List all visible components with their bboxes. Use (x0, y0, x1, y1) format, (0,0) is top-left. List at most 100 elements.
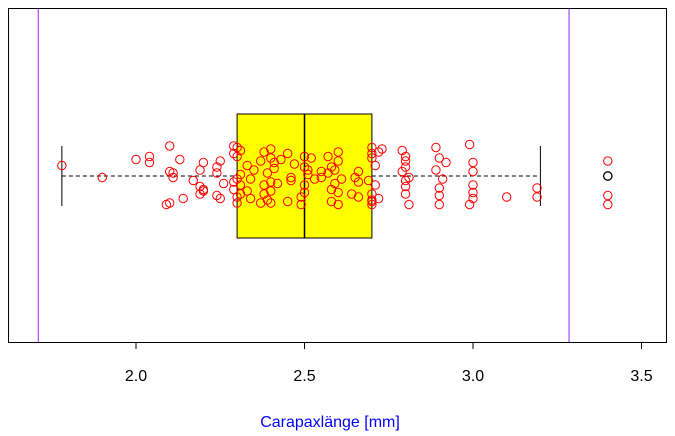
data-point-112 (400, 181, 411, 192)
data-point-49 (262, 168, 273, 178)
data-point-76 (316, 166, 327, 177)
data-point-50 (262, 195, 273, 205)
data-point-24 (215, 193, 225, 204)
data-point-115 (404, 199, 414, 210)
data-point-111 (400, 175, 411, 186)
data-point-96 (367, 148, 377, 159)
data-point-63 (286, 175, 296, 186)
data-point-110 (400, 162, 411, 172)
data-point-72 (303, 169, 313, 180)
x-tick-label-0: 2.0 (125, 368, 147, 385)
x-axis-label: Carapaxlänge [mm] (260, 414, 400, 431)
data-point-116 (404, 172, 414, 183)
data-point-53 (266, 144, 276, 154)
data-point-95 (367, 153, 377, 163)
data-point-122 (434, 153, 444, 163)
data-point-127 (468, 166, 478, 177)
data-point-52 (266, 177, 276, 187)
data-point-55 (266, 198, 276, 208)
data-point-125 (464, 139, 475, 150)
data-point-16 (195, 165, 205, 175)
data-point-35 (235, 169, 246, 180)
data-point-57 (269, 163, 279, 174)
plot-frame (8, 8, 667, 343)
data-point-88 (336, 174, 347, 184)
data-point-135 (603, 199, 613, 210)
data-point-1 (97, 172, 108, 183)
data-point-54 (266, 186, 276, 196)
data-point-75 (316, 172, 327, 183)
data-point-4 (144, 157, 155, 168)
x-tick-label-3: 3.5 (630, 368, 652, 385)
data-point-69 (299, 180, 310, 190)
data-point-78 (323, 151, 333, 162)
data-point-134 (532, 192, 542, 202)
data-point-123 (437, 174, 448, 184)
data-point-109 (400, 156, 411, 166)
data-point-43 (249, 165, 259, 175)
x-tick-label-2: 3.0 (462, 368, 484, 385)
data-point-9 (168, 168, 178, 178)
data-point-119 (434, 183, 444, 193)
data-point-94 (363, 175, 374, 186)
data-point-73 (306, 153, 316, 163)
data-point-87 (333, 199, 343, 210)
data-point-117 (431, 142, 441, 153)
data-point-126 (464, 199, 475, 210)
data-point-106 (377, 144, 387, 154)
data-point-41 (245, 174, 256, 184)
data-point-105 (373, 193, 384, 204)
data-point-104 (373, 147, 384, 157)
data-point-10 (168, 172, 178, 183)
data-point-107 (397, 145, 407, 156)
data-point-132 (502, 192, 512, 202)
data-point-11 (175, 154, 185, 165)
data-point-97 (367, 142, 377, 153)
data-point-39 (242, 160, 252, 171)
data-point-98 (367, 189, 377, 199)
data-point-31 (232, 192, 242, 202)
data-point-137 (603, 156, 613, 166)
x-tick-label-1: 2.5 (293, 368, 315, 385)
data-point-58 (272, 178, 283, 189)
data-point-45 (255, 156, 266, 166)
data-point-38 (235, 180, 246, 190)
data-point-83 (330, 178, 340, 189)
data-point-66 (296, 199, 306, 210)
data-point-124 (441, 157, 451, 168)
data-point-12 (178, 193, 188, 204)
data-point-114 (400, 151, 411, 162)
data-point-101 (367, 199, 377, 210)
data-point-64 (289, 159, 300, 169)
data-point-61 (282, 148, 293, 159)
data-point-118 (431, 165, 441, 175)
data-point-133 (532, 183, 542, 193)
data-points-layer (57, 139, 613, 210)
data-point-130 (468, 193, 478, 204)
outlier-point-0 (602, 171, 613, 181)
data-point-82 (330, 165, 340, 175)
data-point-67 (299, 151, 310, 162)
data-point-3 (144, 151, 155, 162)
data-point-79 (326, 162, 337, 172)
data-point-120 (434, 190, 444, 201)
data-point-29 (229, 184, 239, 195)
data-point-17 (198, 157, 209, 168)
data-point-20 (212, 162, 222, 172)
data-point-91 (353, 192, 364, 202)
data-point-19 (198, 186, 209, 196)
data-point-136 (603, 190, 613, 201)
data-point-13 (188, 175, 198, 186)
data-point-92 (353, 166, 364, 177)
data-point-93 (353, 177, 364, 187)
data-point-59 (276, 154, 286, 165)
data-point-74 (309, 174, 320, 184)
data-point-103 (370, 160, 380, 171)
data-point-68 (299, 162, 310, 172)
x-axis: 2.0 2.5 3.0 3.5 (125, 342, 653, 385)
data-point-0 (57, 160, 67, 171)
data-point-70 (299, 187, 310, 198)
data-point-42 (245, 193, 256, 204)
data-point-21 (212, 190, 222, 201)
data-point-32 (232, 198, 242, 208)
